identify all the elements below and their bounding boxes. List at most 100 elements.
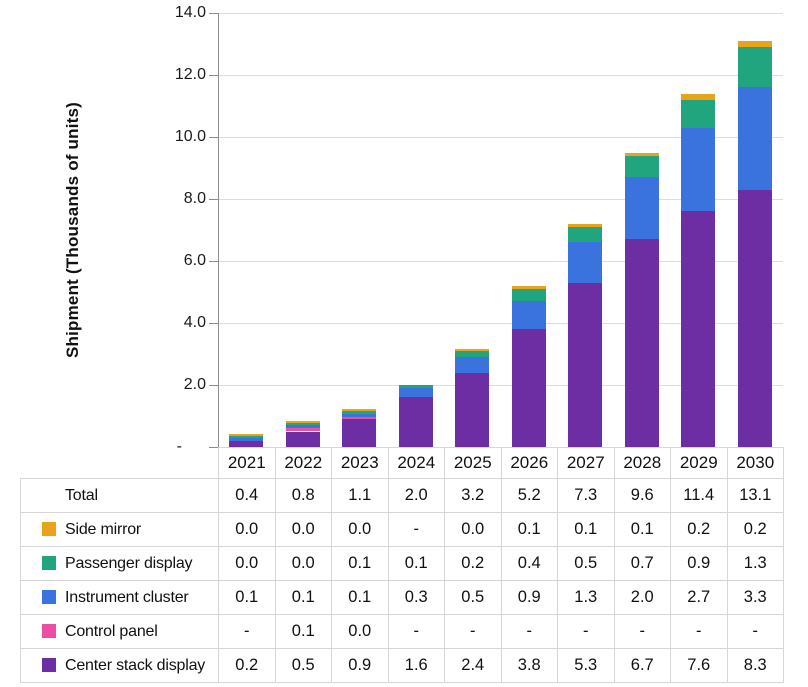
bar-segment-instrument-cluster [681, 127, 716, 212]
table-row-total: Total 0.4 0.8 1.1 2.0 3.2 5.2 7.3 9.6 11.4 13.1 [20, 478, 784, 513]
value-cell: 0.1 [218, 580, 276, 615]
axis-tick [209, 385, 218, 386]
value-cell: 0.9 [500, 580, 558, 615]
bar-segment-center-stack-display [398, 397, 433, 447]
value-cell: 0.0 [331, 512, 389, 547]
bar-segment-passenger-display [511, 288, 546, 302]
year-header-2024: 2024 [387, 447, 445, 479]
stacked-bar-chart: Shipment (Thousands of units) 14.0 12.0 10… [63, 4, 783, 455]
table-row-control-panel: Control panel -0.1 0.0- - - - - - - [20, 614, 784, 649]
value-cell: 1.3 [557, 580, 615, 615]
legend-swatch-instrument-cluster [42, 589, 56, 604]
year-header-2022: 2022 [274, 447, 332, 479]
value-cell: 0.1 [331, 546, 389, 581]
gridline [219, 199, 783, 200]
y-tick-label: 14.0 [174, 4, 206, 21]
year-header-2026: 2026 [500, 447, 558, 479]
bar-segment-center-stack-display [624, 239, 659, 447]
value-cell: 0.5 [557, 546, 615, 581]
row-label: Total [65, 486, 98, 504]
row-label: Center stack display [65, 656, 206, 674]
value-cell: 0.0 [444, 512, 502, 547]
value-cell: - [613, 614, 671, 649]
row-label-cell: Instrument cluster [20, 580, 219, 615]
bar-segment-side-mirror [342, 408, 377, 411]
value-cell: 0.5 [444, 580, 502, 615]
row-label-cell: Side mirror [20, 512, 219, 547]
value-cell: 2.4 [444, 648, 502, 683]
legend-swatch-side-mirror [42, 521, 56, 536]
value-cell: 0.0 [218, 546, 276, 581]
row-label: Side mirror [65, 520, 142, 538]
value-cell: 6.7 [613, 648, 671, 683]
year-header-2021: 2021 [218, 447, 276, 479]
data-table: 2021 2022 2023 2024 2025 2026 2027 2028 2029 2030… [20, 447, 784, 683]
row-label-cell: Passenger display [20, 546, 219, 581]
value-cell: 0.2 [726, 512, 784, 547]
value-cell: - [387, 512, 445, 547]
y-tick-label: 2.0 [183, 376, 206, 393]
bar-segment-center-stack-display [285, 431, 320, 447]
bar-segment-side-mirror [737, 40, 772, 48]
bar-segment-passenger-display [568, 226, 603, 243]
value-cell: 2.0 [613, 580, 671, 615]
bar-segment-instrument-cluster [342, 414, 377, 418]
value-cell: 0.1 [557, 512, 615, 547]
value-cell: - [444, 614, 502, 649]
gridline [219, 13, 783, 14]
bar-segment-instrument-cluster [511, 301, 546, 330]
row-label-cell: Control panel [20, 614, 219, 649]
gridline [219, 261, 783, 262]
bar-segment-center-stack-display [229, 440, 264, 447]
value-cell: 9.6 [613, 478, 671, 513]
value-cell: 0.9 [331, 648, 389, 683]
table-header-row: 2021 2022 2023 2024 2025 2026 2027 2028 2029 2030 [21, 447, 784, 479]
value-cell: - [557, 614, 615, 649]
bar-segment-instrument-cluster [398, 388, 433, 398]
year-header-2025: 2025 [444, 447, 502, 479]
bar-segment-passenger-display [285, 423, 320, 426]
value-cell: 0.9 [670, 546, 728, 581]
value-cell: 0.2 [670, 512, 728, 547]
y-tick-label: 12.0 [174, 66, 206, 83]
value-cell: 3.3 [726, 580, 784, 615]
axis-tick [209, 199, 218, 200]
bar-segment-instrument-cluster [624, 177, 659, 240]
y-tick-label: 10.0 [174, 128, 206, 145]
value-cell: 2.7 [670, 580, 728, 615]
y-axis-title: Shipment (Thousands of units) [63, 101, 82, 359]
bar-segment-side-mirror [229, 433, 264, 436]
value-cell: 1.1 [331, 478, 389, 513]
value-cell: 0.4 [500, 546, 558, 581]
axis-tick [209, 323, 218, 324]
value-cell: 0.1 [274, 580, 332, 615]
value-cell: 5.3 [557, 648, 615, 683]
year-header-2023: 2023 [331, 447, 389, 479]
row-label: Instrument cluster [65, 588, 189, 606]
axis-tick [209, 13, 218, 14]
bar-segment-passenger-display [455, 350, 490, 358]
bar-segment-control-panel [342, 417, 377, 420]
bar-segment-side-mirror [455, 348, 490, 351]
y-tick-label: 4.0 [183, 314, 206, 331]
row-label-cell: Center stack display [20, 648, 219, 683]
value-cell: 0.1 [387, 546, 445, 581]
bar-segment-instrument-cluster [285, 425, 320, 429]
value-cell: 11.4 [670, 478, 728, 513]
value-cell: 0.3 [387, 580, 445, 615]
value-cell: 1.3 [726, 546, 784, 581]
y-tick-label: - [176, 438, 182, 455]
year-header-2029: 2029 [670, 447, 728, 479]
value-cell: - [218, 614, 276, 649]
row-label: Passenger display [65, 554, 193, 572]
bar-segment-instrument-cluster [568, 242, 603, 283]
value-cell: 0.0 [274, 546, 332, 581]
value-cell: 0.4 [218, 478, 276, 513]
row-label: Control panel [65, 622, 158, 640]
value-cell: - [500, 614, 558, 649]
axis-tick [209, 75, 218, 76]
value-cell: 0.1 [331, 580, 389, 615]
bar-segment-center-stack-display [511, 329, 546, 447]
value-cell: 13.1 [726, 478, 784, 513]
